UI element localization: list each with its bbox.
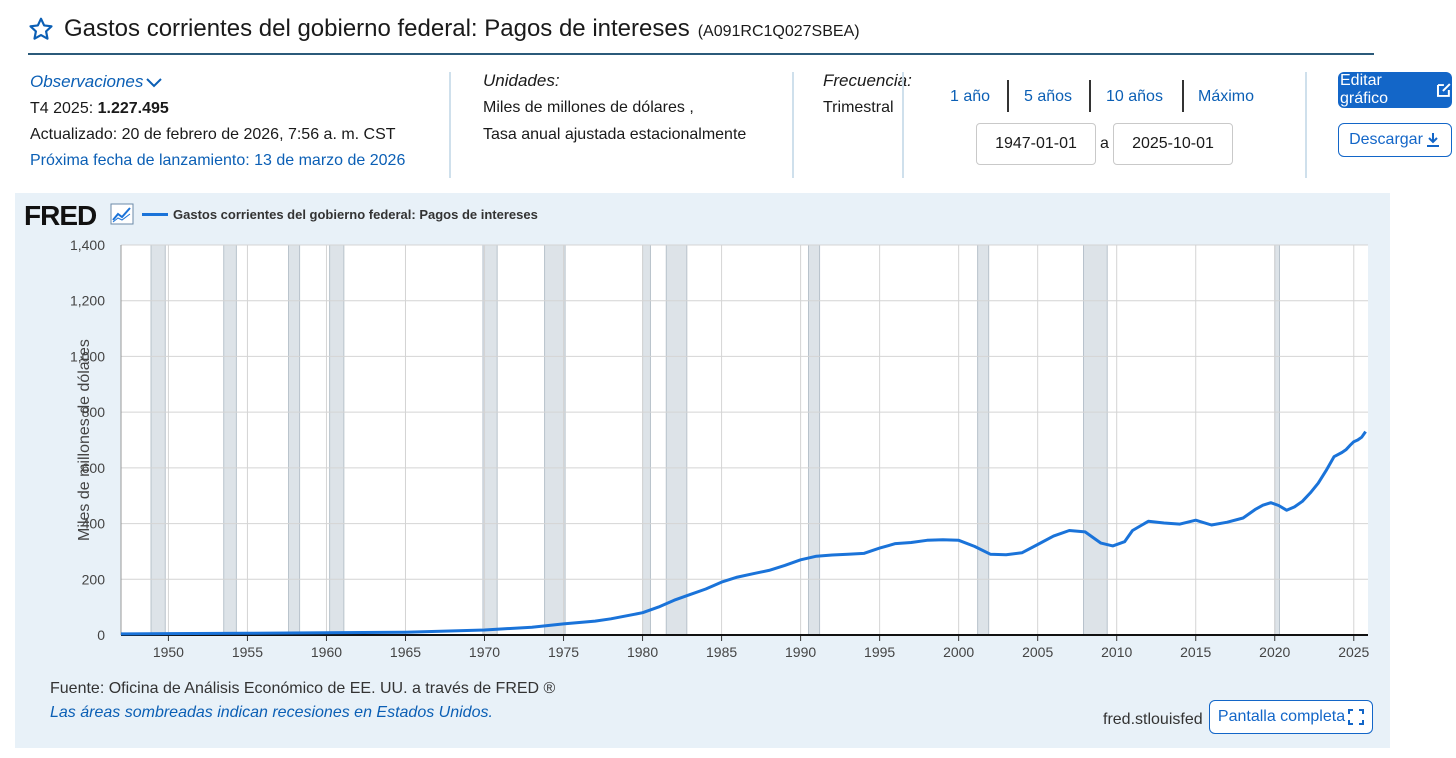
x-tick-label: 1950 [153,644,184,660]
x-tick-label: 1965 [390,644,421,660]
observations-toggle[interactable]: Observaciones [30,72,163,92]
y-tick-label: 1,200 [70,293,105,309]
range-separator [1089,80,1091,112]
range-10-years-button[interactable]: 10 años [1106,88,1163,105]
edit-graph-label: Editar gráfico [1340,72,1389,107]
next-release-link[interactable]: Próxima fecha de lanzamiento: 13 de marz… [30,152,406,169]
x-tick-label: 2005 [1022,644,1053,660]
x-tick-label: 1970 [469,644,500,660]
star-icon[interactable] [28,16,54,42]
units-line1: Miles de millones de dólares , [483,99,694,116]
plot-area [121,245,1368,635]
fullscreen-label: Pantalla completa [1217,708,1346,725]
page-title: Gastos corrientes del gobierno federal: … [64,15,690,42]
x-tick-label: 1975 [548,644,579,660]
edit-icon [1437,83,1451,97]
fullscreen-icon [1348,709,1365,725]
fullscreen-button[interactable]: Pantalla completa [1209,700,1373,734]
legend-swatch [142,213,168,216]
y-tick-label: 400 [82,516,106,532]
range-max-button[interactable]: Máximo [1198,88,1255,105]
recession-band [808,244,821,636]
frequency-label: Frecuencia: [823,71,912,90]
x-tick-label: 1960 [311,644,342,660]
y-tick-label: 1,000 [70,348,105,364]
download-label: Descargar [1349,131,1423,148]
recession-band [642,244,651,636]
end-date-input[interactable]: 2025-10-01 [1113,123,1233,165]
recession-band [544,244,566,636]
section-divider [449,72,451,178]
recession-band [665,244,688,636]
x-tick-label: 1955 [232,644,263,660]
title-row: Gastos corrientes del gobierno federal: … [28,12,860,46]
x-tick-label: 1995 [864,644,895,660]
download-icon [1426,133,1439,147]
range-5-years-button[interactable]: 5 años [1024,88,1073,105]
x-tick-label: 1985 [706,644,737,660]
updated-text: Actualizado: 20 de febrero de 2026, 7:56… [30,126,396,143]
edit-graph-button[interactable]: Editar gráfico [1338,72,1452,108]
recession-band [482,244,498,636]
x-tick-label: 2025 [1338,644,1369,660]
latest-period: T4 2025: [30,100,94,117]
recession-note: Las áreas sombreadas indican recesiones … [50,704,493,721]
x-tick-label: 1990 [785,644,816,660]
chart-trend-icon [110,203,134,225]
download-button[interactable]: Descargar [1338,123,1452,157]
recession-band [288,244,301,636]
header-divider [28,53,1374,55]
recession-band [223,244,237,636]
legend-label: Gastos corrientes del gobierno federal: … [173,207,538,222]
frequency-value: Trimestral [823,99,894,116]
section-divider [1305,72,1307,178]
observations-label: Observaciones [30,72,144,91]
site-label: fred.stlouisfed [1103,711,1203,728]
x-tick-label: 2000 [943,644,974,660]
y-tick-label: 200 [82,571,106,587]
chevron-down-icon [146,78,163,88]
latest-observation: T4 2025: 1.227.495 [30,100,169,118]
x-tick-label: 2020 [1259,644,1290,660]
source-text: Fuente: Oficina de Análisis Económico de… [50,680,556,697]
section-divider [902,72,904,178]
units-label: Unidades: [483,71,560,90]
recession-band [1274,244,1280,636]
section-divider [792,72,794,178]
recession-band [1083,244,1108,636]
y-tick-label: 1,400 [70,237,105,253]
x-tick-label: 2015 [1180,644,1211,660]
date-separator: a [1100,135,1109,152]
x-tick-label: 1980 [627,644,658,660]
series-id: (A091RC1Q027SBEA) [697,23,860,40]
range-1-year-button[interactable]: 1 año [950,88,991,105]
y-tick-label: 0 [97,627,105,643]
y-tick-label: 600 [82,460,106,476]
series-line [120,430,1367,636]
recession-band [977,244,990,636]
units-line2: Tasa anual ajustada estacionalmente [483,126,747,143]
x-tick-label: 2010 [1101,644,1132,660]
range-separator [1182,80,1184,112]
recession-band [329,244,345,636]
range-separator [1007,80,1009,112]
recession-band [150,244,166,636]
y-tick-label: 800 [82,404,106,420]
latest-value: 1.227.495 [97,100,169,117]
start-date-input[interactable]: 1947-01-01 [976,123,1096,165]
fred-logo: FRED [24,200,97,231]
